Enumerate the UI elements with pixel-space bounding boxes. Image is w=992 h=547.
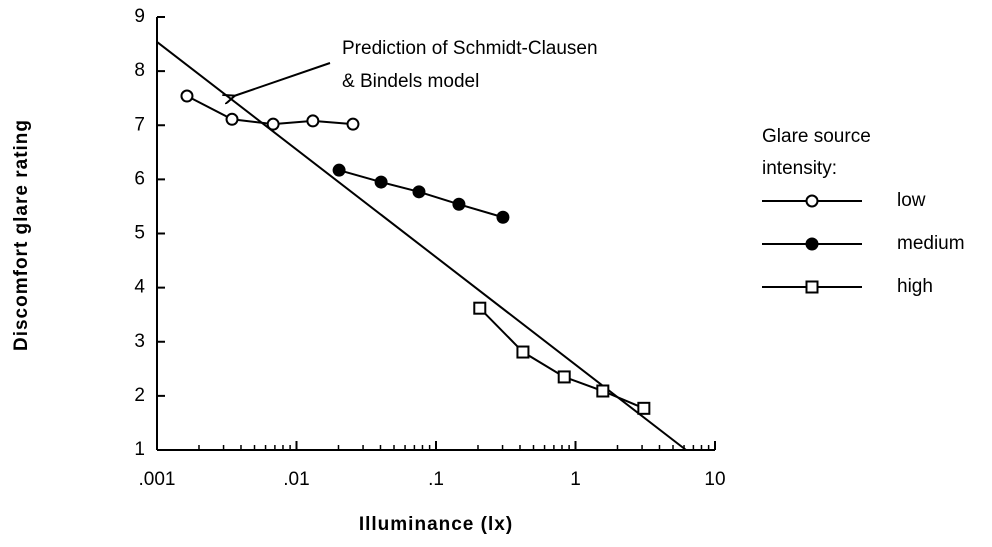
data-point: [496, 210, 510, 224]
data-point: [332, 163, 346, 177]
data-point: [225, 112, 239, 126]
y-tick-label: 2: [134, 385, 145, 406]
data-point: [473, 301, 487, 315]
legend-label: high: [897, 276, 933, 297]
prediction-line: [156, 41, 687, 451]
x-tick-label: .1: [428, 469, 444, 490]
legend-title: Glare source: [762, 126, 871, 147]
x-tick-label: .01: [283, 469, 309, 490]
legend-marker: [805, 237, 819, 251]
legend-title: intensity:: [762, 158, 837, 179]
data-point: [557, 370, 571, 384]
legend-marker: [805, 194, 819, 208]
data-point: [412, 185, 426, 199]
data-point: [346, 117, 360, 131]
y-tick-label: 4: [134, 277, 145, 298]
annotation: & Bindels model: [342, 71, 479, 92]
data-point: [452, 197, 466, 211]
y-tick-label: 1: [134, 439, 145, 460]
y-tick-label: 7: [134, 114, 145, 135]
legend-label: low: [897, 190, 926, 211]
x-axis-label: Illuminance (lx): [359, 514, 513, 535]
x-tick-label: .001: [139, 469, 176, 490]
data-point: [374, 175, 388, 189]
data-point: [516, 345, 530, 359]
y-axis-label: Discomfort glare rating: [11, 119, 32, 351]
data-point: [266, 117, 280, 131]
annotation-arrow: [234, 62, 331, 96]
y-tick-label: 6: [134, 168, 145, 189]
x-tick-label: 1: [570, 469, 581, 490]
y-tick-label: 3: [134, 331, 145, 352]
y-tick-label: 8: [134, 60, 145, 81]
annotation: Prediction of Schmidt-Clausen: [342, 38, 598, 59]
x-tick-label: 10: [704, 469, 725, 490]
y-tick-label: 9: [134, 6, 145, 27]
data-point: [306, 114, 320, 128]
data-point: [637, 401, 651, 415]
legend-label: medium: [897, 233, 965, 254]
legend-marker: [805, 280, 819, 294]
series-line: [479, 307, 645, 410]
y-tick-label: 5: [134, 223, 145, 244]
data-point: [180, 89, 194, 103]
data-point: [596, 384, 610, 398]
